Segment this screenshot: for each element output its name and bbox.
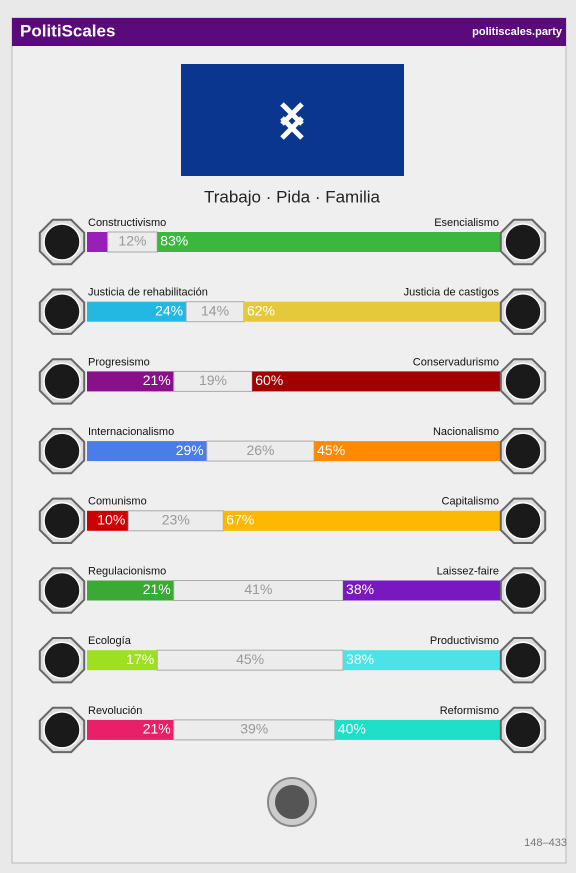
icon <box>43 571 81 610</box>
icon <box>504 362 542 401</box>
bar-segment <box>314 441 500 462</box>
bar-segment <box>252 371 500 392</box>
value-label: 45% <box>236 651 264 667</box>
right-label: Reformismo <box>440 705 499 717</box>
bar-segment <box>87 301 187 322</box>
bar-segment <box>343 580 500 601</box>
bar-segment <box>87 510 129 531</box>
value-label: 45% <box>317 442 345 458</box>
bar-segment <box>87 441 207 462</box>
icon <box>504 571 542 610</box>
bar-segment <box>87 232 108 252</box>
value-label: 21% <box>143 372 171 388</box>
value-label: 40% <box>338 721 366 737</box>
left-label: Progresismo <box>88 356 150 368</box>
icon <box>504 432 542 470</box>
icon <box>43 641 81 679</box>
value-label: 17% <box>126 651 154 667</box>
icon <box>43 362 81 401</box>
footer-logo <box>267 777 317 827</box>
icon <box>43 711 81 749</box>
icon <box>504 641 542 679</box>
value-label: 41% <box>244 581 272 597</box>
bar-segment <box>87 371 174 392</box>
value-label: 38% <box>346 581 374 597</box>
value-label: 19% <box>199 372 227 388</box>
bar-segment <box>334 719 500 740</box>
left-label: Ecología <box>88 635 132 647</box>
footer: 148–433 <box>524 837 567 849</box>
icon <box>504 292 542 331</box>
slogan: Trabajo · Pida · Familia <box>204 187 381 206</box>
icon <box>43 292 81 331</box>
bar-segment <box>343 650 500 671</box>
value-label: 12% <box>118 233 146 249</box>
icon <box>43 502 81 540</box>
value-label: 23% <box>162 512 190 528</box>
bar-segment <box>87 580 174 601</box>
icon <box>504 223 542 261</box>
icon <box>43 223 81 261</box>
icon <box>504 711 542 749</box>
bar-segment <box>243 301 500 322</box>
right-label: Justicia de castigos <box>404 287 500 299</box>
header-bar <box>12 18 566 46</box>
value-label: 60% <box>255 372 283 388</box>
left-label: Internacionalismo <box>88 426 174 438</box>
value-label: 39% <box>240 721 268 737</box>
right-label: Laissez-faire <box>437 565 499 577</box>
icon <box>43 432 81 470</box>
left-label: Constructivismo <box>88 217 166 229</box>
value-label: 38% <box>346 651 374 667</box>
right-label: Productivismo <box>430 635 499 647</box>
value-label: 14% <box>201 302 229 318</box>
value-label: 21% <box>143 581 171 597</box>
right-label: Capitalismo <box>442 496 499 508</box>
left-label: Regulacionismo <box>88 565 166 577</box>
bar-segment <box>87 650 158 671</box>
flag <box>181 64 404 176</box>
flag-symbol <box>280 102 304 140</box>
value-label: 10% <box>97 512 125 528</box>
icon <box>504 502 542 540</box>
value-label: 24% <box>155 302 183 318</box>
left-label: Revolución <box>88 705 142 717</box>
right-label: Conservadurismo <box>413 356 499 368</box>
bar-segment <box>223 510 501 531</box>
right-label: Esencialismo <box>434 217 499 229</box>
header-site: politiscales.party <box>472 26 563 38</box>
value-label: 29% <box>176 442 204 458</box>
left-label: Justicia de rehabilitación <box>88 287 208 299</box>
bar-segment <box>87 719 174 740</box>
value-label: 26% <box>246 442 274 458</box>
value-label: 67% <box>226 512 254 528</box>
right-label: Nacionalismo <box>433 426 499 438</box>
left-label: Comunismo <box>88 496 147 508</box>
value-label: 83% <box>160 233 188 249</box>
value-label: 62% <box>247 302 275 318</box>
bar-segment <box>157 232 500 252</box>
value-label: 21% <box>143 721 171 737</box>
header-title: PolitiScales <box>20 21 115 40</box>
